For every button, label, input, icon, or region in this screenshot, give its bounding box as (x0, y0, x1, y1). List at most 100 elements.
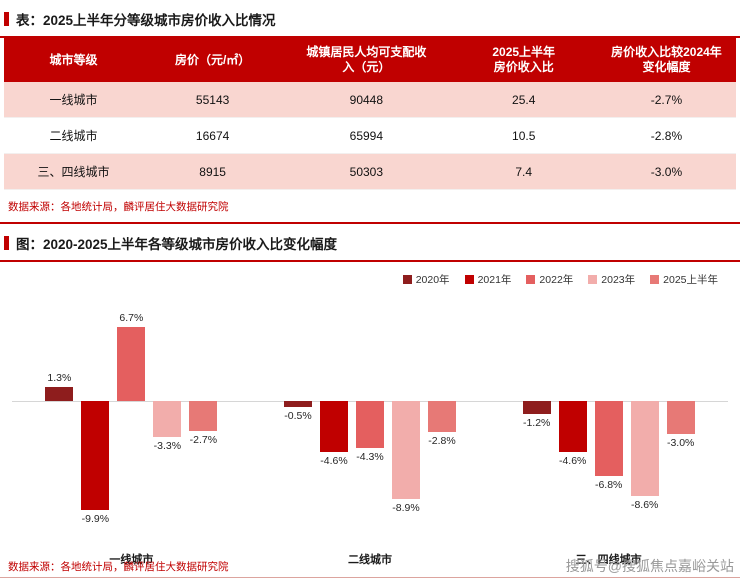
table-section-title: 表：2025上半年分等级城市房价收入比情况 (0, 0, 740, 36)
bar-value-label: -6.8% (594, 478, 623, 491)
legend-label: 2020年 (415, 274, 450, 286)
table-cell: 65994 (349, 128, 384, 143)
table-cell: -2.8% (650, 128, 683, 143)
bar-slot: -4.6% (320, 299, 348, 539)
legend-label: 2025上半年 (663, 274, 718, 286)
legend-item: 2020年 (402, 272, 450, 287)
bar (558, 401, 587, 452)
bar-value-label: -8.6% (630, 498, 659, 511)
footer: 数据来源：各地统计局，麟评居住大数据研究院 搜狐号@搜狐焦点嘉峪关站 (0, 550, 740, 582)
bar-value-label: 1.3% (47, 371, 72, 384)
table-cell: 8915 (199, 164, 226, 179)
bar-slot: -6.8% (594, 299, 623, 539)
table-title-divider (0, 36, 740, 38)
table-body: 一线城市 55143 90448 25.4 -2.7% 二线城市 16674 65994 10.… (4, 82, 736, 190)
table-cell: 25.4 (512, 92, 536, 107)
legend-item: 2023年 (588, 272, 635, 287)
bar (630, 401, 659, 496)
bar-group: -1.2% -4.6% -6.8% -8.6% -3.0% (489, 299, 728, 539)
bar-slot: -4.6% (558, 299, 587, 539)
bar-value-label: -4.3% (356, 451, 384, 464)
table-cell: -2.7% (650, 92, 683, 107)
table-cell: 10.5 (512, 128, 536, 143)
section-divider (0, 222, 740, 224)
bar-slot: 1.3% (45, 299, 74, 539)
table-header-cell: 2025上半年 房价收入比 (450, 38, 597, 82)
chart-bottom-divider (0, 577, 740, 578)
table-head-row: 城市等级 房价（元/㎡） 城镇居民人均可支配收 入（元） 2025上半年 房价收入比房… (4, 38, 736, 82)
table-header-cell: 城镇居民人均可支配收 入（元） (282, 38, 451, 82)
bar-value-label: -1.2% (522, 417, 551, 430)
bar-value-label: -4.6% (558, 454, 587, 467)
price-income-table: 城市等级 房价（元/㎡） 城镇居民人均可支配收 入（元） 2025上半年 房价收入比房… (4, 38, 736, 190)
legend-swatch-icon (650, 275, 660, 284)
bar-slot: 6.7% (117, 299, 146, 539)
table-row: 一线城市 55143 90448 25.4 -2.7% (4, 82, 736, 118)
table-header-cell: 房价（元/㎡） (143, 38, 283, 82)
bar (153, 401, 182, 438)
bar (117, 327, 146, 401)
bar (522, 401, 551, 415)
table-cell: 一线城市 (49, 93, 98, 107)
legend-swatch-icon (526, 275, 536, 284)
chart-section-title: 图：2020-2025上半年各等级城市房价收入比变化幅度 (0, 224, 740, 260)
table-source: 数据来源：各地统计局，麟评居住大数据研究院 (8, 201, 229, 213)
table-cell: 90448 (349, 92, 384, 107)
chart-source: 数据来源：各地统计局，麟评居住大数据研究院 (8, 561, 229, 573)
table-header-cell: 城市等级 (4, 38, 144, 82)
bar (320, 401, 348, 452)
table-cell: 50303 (349, 164, 384, 179)
bar-value-label: -2.8% (428, 434, 456, 447)
x-axis-label: 二线城市 (348, 554, 392, 566)
legend-label: 2021年 (477, 274, 512, 286)
table-cell: 二线城市 (49, 129, 98, 143)
bar-slot: -2.8% (428, 299, 456, 539)
bar-slot: -4.3% (356, 299, 384, 539)
legend-item: 2022年 (526, 272, 573, 287)
bar-group: 1.3% -9.9% 6.7% -3.3% -2.7% (12, 299, 251, 539)
bar-value-label: -3.3% (153, 440, 182, 453)
chart-legend: 2020年 2021年 2022年 2023年 2025上半年 (12, 262, 728, 299)
bar-slot: -2.7% (189, 299, 218, 539)
bar-value-label: -0.5% (284, 409, 312, 422)
table-cell: 7.4 (515, 164, 533, 179)
table-title-text: 表：2025上半年分等级城市房价收入比情况 (16, 13, 276, 28)
bar (594, 401, 623, 476)
bar (392, 401, 420, 499)
bar-slot: -0.5% (284, 299, 312, 539)
chart-title-divider (0, 260, 740, 262)
bar (428, 401, 456, 432)
bar-slot: -3.3% (153, 299, 182, 539)
legend-label: 2023年 (601, 274, 636, 286)
table-row: 三、四线城市 8915 50303 7.4 -3.0% (4, 153, 736, 190)
bar (666, 401, 695, 434)
title-marker-icon (4, 236, 9, 250)
bar-groups: 1.3% -9.9% 6.7% -3.3% -2.7% -0.5% -4.6% -4.3% -8… (12, 299, 728, 539)
table-header-cell: 房价收入比较2024年 变化幅度 (596, 38, 736, 82)
chart-title-text: 图：2020-2025上半年各等级城市房价收入比变化幅度 (16, 237, 338, 252)
bar-value-label: 6.7% (119, 312, 144, 325)
bar-chart: 2020年 2021年 2022年 2023年 2025上半年 1.3% -9.9% 6.7… (0, 262, 740, 567)
bar-value-label: -3.0% (666, 437, 695, 449)
chart-plot: 1.3% -9.9% 6.7% -3.3% -2.7% -0.5% -4.6% -4.3% -8… (12, 299, 728, 539)
legend-item: 2021年 (464, 272, 512, 287)
table-row: 二线城市 16674 65994 10.5 -2.8% (4, 117, 736, 154)
bar (81, 401, 110, 510)
table-cell: 55143 (195, 92, 230, 107)
bar-value-label: -2.7% (189, 433, 218, 446)
table-cell: 三、四线城市 (37, 165, 110, 179)
bar-slot: -8.9% (392, 299, 420, 539)
bar-slot: -8.6% (630, 299, 659, 539)
bar (356, 401, 384, 449)
bar-value-label: -4.6% (320, 454, 348, 467)
legend-swatch-icon (588, 275, 598, 284)
legend-swatch-icon (464, 275, 474, 284)
x-axis-label: 一线城市 (109, 554, 154, 566)
watermark: 搜狐号@搜狐焦点嘉峪关站 (565, 558, 734, 574)
title-marker-icon (4, 12, 9, 26)
table-cell: 16674 (195, 128, 230, 143)
x-axis-label: 三、四线城市 (575, 554, 642, 566)
bar-slot: -3.0% (666, 299, 695, 539)
legend-swatch-icon (402, 275, 412, 284)
